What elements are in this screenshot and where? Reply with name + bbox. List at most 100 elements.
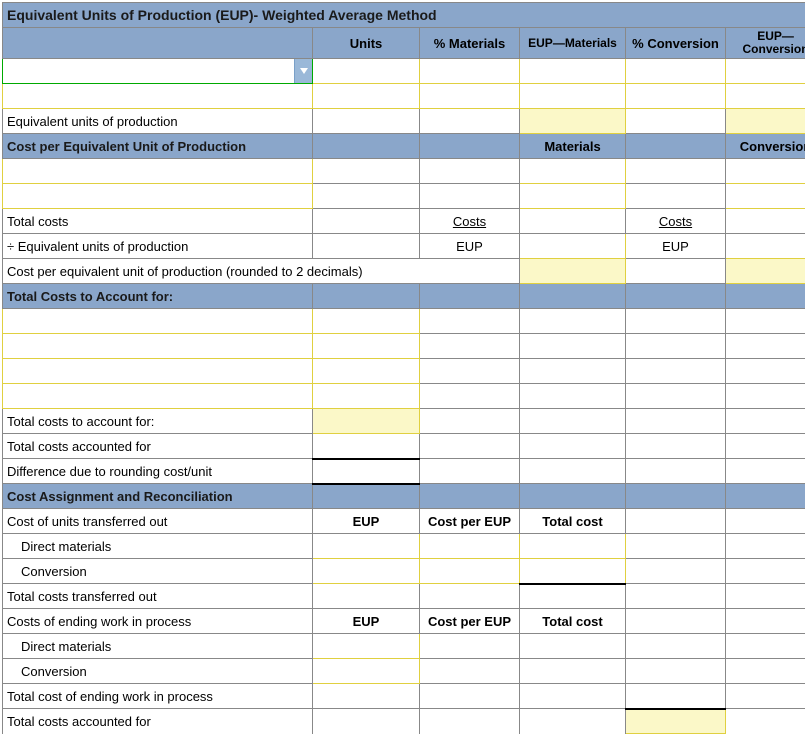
cell[interactable] xyxy=(726,409,805,434)
cell[interactable] xyxy=(626,334,726,359)
dropdown-toggle[interactable] xyxy=(294,59,312,83)
cell[interactable] xyxy=(726,609,805,634)
cell[interactable] xyxy=(626,459,726,484)
cell[interactable] xyxy=(626,509,726,534)
cell[interactable] xyxy=(520,234,626,259)
cell[interactable] xyxy=(520,559,626,584)
cell[interactable] xyxy=(313,434,420,459)
cell[interactable] xyxy=(313,184,420,209)
cell[interactable] xyxy=(520,84,626,109)
cell[interactable] xyxy=(313,684,420,709)
cell[interactable] xyxy=(520,359,626,384)
cell[interactable] xyxy=(626,84,726,109)
cell[interactable] xyxy=(313,384,420,409)
cell[interactable] xyxy=(726,234,805,259)
cell[interactable] xyxy=(520,159,626,184)
cell[interactable] xyxy=(313,209,420,234)
cell[interactable] xyxy=(726,559,805,584)
cell[interactable] xyxy=(520,684,626,709)
cell[interactable] xyxy=(313,559,420,584)
cell[interactable] xyxy=(626,384,726,409)
cell[interactable] xyxy=(726,684,805,709)
cell[interactable] xyxy=(726,209,805,234)
cell[interactable] xyxy=(420,109,520,134)
cell[interactable] xyxy=(313,84,420,109)
dropdown-cell[interactable] xyxy=(3,59,313,84)
cell[interactable] xyxy=(313,709,420,734)
cell[interactable] xyxy=(520,409,626,434)
cell[interactable] xyxy=(520,384,626,409)
cell[interactable] xyxy=(626,359,726,384)
cell[interactable] xyxy=(313,109,420,134)
cell[interactable] xyxy=(420,359,520,384)
cell[interactable] xyxy=(520,709,626,734)
cell[interactable] xyxy=(520,309,626,334)
cell[interactable] xyxy=(313,534,420,559)
cell[interactable] xyxy=(420,84,520,109)
cell[interactable] xyxy=(420,684,520,709)
cell[interactable] xyxy=(420,159,520,184)
cell[interactable] xyxy=(626,309,726,334)
cell[interactable] xyxy=(520,209,626,234)
cell[interactable] xyxy=(313,334,420,359)
cell[interactable] xyxy=(420,59,520,84)
cell[interactable] xyxy=(726,634,805,659)
cell[interactable] xyxy=(3,184,313,209)
cell[interactable] xyxy=(3,384,313,409)
cell[interactable] xyxy=(420,184,520,209)
cell[interactable] xyxy=(420,584,520,609)
cell[interactable] xyxy=(726,84,805,109)
cell[interactable] xyxy=(626,709,726,734)
cell[interactable] xyxy=(3,84,313,109)
cell[interactable] xyxy=(313,409,420,434)
cell[interactable] xyxy=(726,509,805,534)
cell[interactable] xyxy=(726,459,805,484)
cell[interactable] xyxy=(626,259,726,284)
cell[interactable] xyxy=(726,59,805,84)
cell[interactable] xyxy=(626,184,726,209)
cell[interactable] xyxy=(3,309,313,334)
cell[interactable] xyxy=(726,434,805,459)
cell[interactable] xyxy=(3,359,313,384)
cell[interactable] xyxy=(726,534,805,559)
dropdown-input[interactable] xyxy=(3,59,294,83)
cell[interactable] xyxy=(420,709,520,734)
cell[interactable] xyxy=(3,159,313,184)
cell[interactable] xyxy=(420,434,520,459)
cell[interactable] xyxy=(520,634,626,659)
cell[interactable] xyxy=(626,59,726,84)
cell[interactable] xyxy=(520,184,626,209)
cell[interactable] xyxy=(626,609,726,634)
cell[interactable] xyxy=(626,634,726,659)
cell[interactable] xyxy=(520,534,626,559)
cell[interactable] xyxy=(420,309,520,334)
cell[interactable] xyxy=(520,584,626,609)
cell[interactable] xyxy=(626,534,726,559)
cell[interactable] xyxy=(626,659,726,684)
cell[interactable] xyxy=(520,459,626,484)
cell[interactable] xyxy=(420,634,520,659)
cell[interactable] xyxy=(726,709,805,734)
cell[interactable] xyxy=(313,234,420,259)
cell[interactable] xyxy=(420,534,520,559)
cell[interactable] xyxy=(420,659,520,684)
cell[interactable] xyxy=(626,109,726,134)
cell[interactable] xyxy=(726,334,805,359)
cell[interactable] xyxy=(420,334,520,359)
cell[interactable] xyxy=(626,559,726,584)
cell[interactable] xyxy=(3,334,313,359)
cell[interactable] xyxy=(420,409,520,434)
cell[interactable] xyxy=(520,434,626,459)
cell[interactable] xyxy=(520,109,626,134)
cell[interactable] xyxy=(420,384,520,409)
cell[interactable] xyxy=(420,559,520,584)
cell[interactable] xyxy=(726,659,805,684)
cell[interactable] xyxy=(420,459,520,484)
cell[interactable] xyxy=(520,334,626,359)
cell[interactable] xyxy=(726,184,805,209)
cell[interactable] xyxy=(626,409,726,434)
cell[interactable] xyxy=(313,59,420,84)
cell[interactable] xyxy=(313,459,420,484)
cell[interactable] xyxy=(313,159,420,184)
cell[interactable] xyxy=(313,359,420,384)
